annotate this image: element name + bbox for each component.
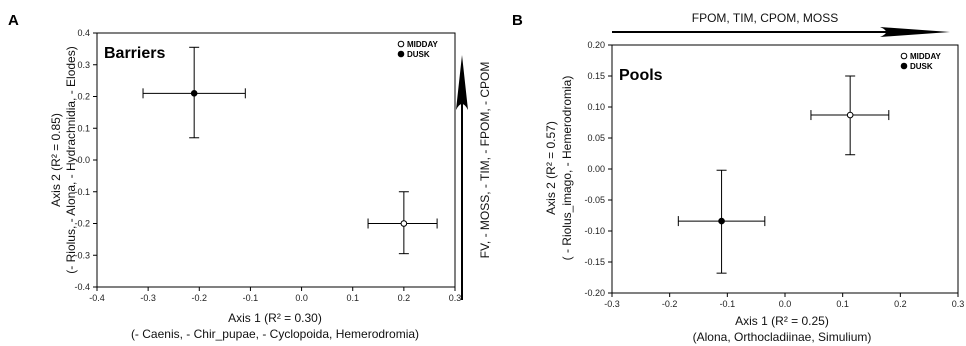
panel-b-legend-label-dusk: DUSK <box>910 62 933 71</box>
panel-b-y-tick-label: 0.10 <box>587 102 605 112</box>
panel-a-y-tick-label: -0.1 <box>74 187 90 197</box>
panel-a-x-tick-label: 0.3 <box>449 293 462 303</box>
panel-b-plot: -0.3 -0.2 -0.1 0.0 0.1 0.2 0.3 -0.20 -0.15 -0.10 -… <box>584 40 964 309</box>
panel-b-x-tick-label: 0.3 <box>952 299 965 309</box>
panel-b-x-tick-label: -0.2 <box>662 299 678 309</box>
panel-b-dusk-point <box>718 217 725 225</box>
panel-a-direction-arrow <box>456 55 468 300</box>
panel-a-x-tick-label: -0.2 <box>192 293 208 303</box>
panel-b-y-tick-label: -0.15 <box>584 257 605 267</box>
panel-a-x-tick-label: -0.4 <box>89 293 105 303</box>
panel-b-y-tick-label: 0.20 <box>587 40 605 50</box>
panel-b-y-tick-label: -0.20 <box>584 288 605 298</box>
panel-b-y-tick-label: -0.10 <box>584 226 605 236</box>
panel-b-x-tick-label: 0.0 <box>779 299 792 309</box>
panel-a-y-tick-label: -0.4 <box>74 282 90 292</box>
panel-b-xlabel-sub: (Alona, Orthocladiinae, Simulium) <box>693 330 872 344</box>
panel-a-xlabel: Axis 1 (R² = 0.30) <box>228 311 322 325</box>
panel-a-y-tick-label: 0.4 <box>77 28 90 38</box>
panel-b-title: Pools <box>619 67 663 84</box>
panel-a-x-tick-label: -0.1 <box>243 293 259 303</box>
panel-b-xlabel: Axis 1 (R² = 0.25) <box>735 314 829 328</box>
panel-b-ylabel-sub: ( - Riolus_imago, - Hemerodromia) <box>560 76 574 261</box>
panel-b-legend-label-midday: MIDDAY <box>910 52 941 61</box>
panel-b-x-tick-label: 0.2 <box>894 299 907 309</box>
panel-a-x-tick-label: 0.1 <box>346 293 359 303</box>
panel-a-title: Barriers <box>104 45 165 62</box>
panel-a-y-tick-label: -0.2 <box>74 219 90 229</box>
panel-b-x-tick-label: -0.1 <box>720 299 736 309</box>
panel-a-legend-marker-dusk <box>397 50 405 58</box>
panel-b-legend-marker-midday <box>900 52 908 60</box>
panel-b-x-tick-label: -0.3 <box>604 299 620 309</box>
panel-b-y-tick-label: 0.15 <box>587 71 605 81</box>
panel-a-ylabel-sub: (- Riolus, - Alona, - Hydrachnidia, - El… <box>64 46 78 273</box>
panel-a-plot-frame <box>96 32 456 288</box>
panel-b-midday-point <box>846 111 854 119</box>
panel-letter-b: B <box>512 12 523 29</box>
panel-a-legend-label-midday: MIDDAY <box>407 40 438 49</box>
panel-a-y-tick-label: 0.0 <box>77 155 90 165</box>
panel-a-y-tick-label: 0.1 <box>77 123 90 133</box>
panel-b-y-tick-label: 0.05 <box>587 133 605 143</box>
panel-a-x-tick-label: -0.3 <box>140 293 156 303</box>
panel-a-legend-marker-midday <box>397 40 405 48</box>
panel-b-y-tick-label: -0.05 <box>584 195 605 205</box>
panel-a-legend-label-dusk: DUSK <box>407 50 430 59</box>
panel-a-plot: -0.4 -0.3 -0.2 -0.1 0.0 0.1 0.2 0.3 -0.4 -0.3 -0.2… <box>74 28 461 303</box>
panel-a-y-tick-label: -0.3 <box>74 250 90 260</box>
panel-a-xlabel-sub: (- Caenis, - Chir_pupae, - Cyclopoida, H… <box>131 327 419 341</box>
panel-b-y-tick-label: 0.00 <box>587 164 605 174</box>
panel-b-arrow-label: FPOM, TIM, CPOM, MOSS <box>692 11 838 25</box>
panel-b-direction-arrow <box>612 27 950 37</box>
panel-b-x-tick-label: 0.1 <box>836 299 849 309</box>
panel-a-y-tick-label: 0.3 <box>77 60 90 70</box>
panel-b-legend-marker-dusk <box>900 62 908 70</box>
panel-a-x-tick-label: 0.0 <box>295 293 308 303</box>
panel-b-plot-frame <box>611 44 959 294</box>
panel-a-midday-point <box>400 220 408 227</box>
panel-b-ylabel: Axis 2 (R² = 0.57) <box>544 121 558 215</box>
panel-letter-a: A <box>8 12 19 29</box>
panel-a-dusk-point <box>190 90 198 97</box>
panel-a-arrow-label: FV, - MOSS, - TIM, - FPOM, - CPOM <box>478 62 492 259</box>
panel-a-ylabel: Axis 2 (R² = 0.85) <box>49 113 63 207</box>
panel-a-y-tick-label: 0.2 <box>77 92 90 102</box>
panel-a-x-tick-label: 0.2 <box>398 293 411 303</box>
